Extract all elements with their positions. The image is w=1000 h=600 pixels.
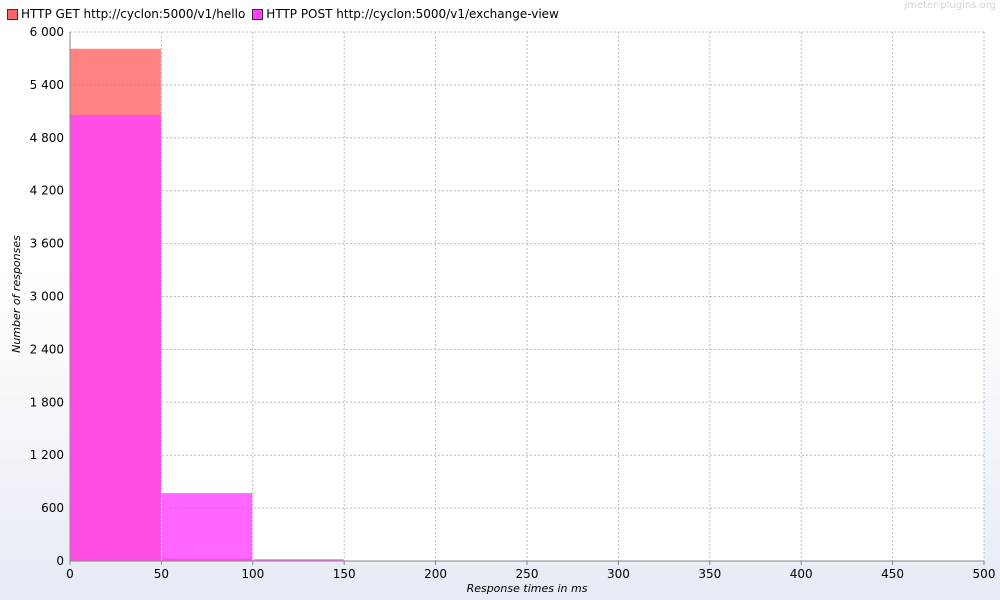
- x-axis-title: Response times in ms: [467, 582, 588, 595]
- x-tick-label: 500: [973, 567, 996, 581]
- axes-layer: [69, 32, 985, 565]
- legend-swatch-get: [7, 8, 18, 20]
- x-tick-label: 50: [154, 567, 169, 581]
- y-axis-title: Number of responses: [10, 235, 23, 353]
- y-tick-label: 5 400: [30, 78, 64, 92]
- y-tick-label: 1 200: [30, 448, 64, 462]
- x-tick-label: 100: [241, 567, 264, 581]
- y-tick-label: 2 400: [30, 342, 64, 356]
- x-tick-label: 350: [698, 567, 721, 581]
- y-tick-label: 3 000: [30, 290, 64, 304]
- watermark: jmeter-plugins.org: [904, 0, 996, 11]
- bar-series1-bin1: [161, 493, 253, 561]
- y-tick-label: 600: [41, 501, 64, 515]
- x-tick-label: 0: [66, 567, 74, 581]
- bars-layer: [70, 48, 344, 562]
- x-tick-label: 400: [790, 567, 813, 581]
- y-tick-label: 4 800: [30, 131, 64, 145]
- y-tick-label: 0: [56, 554, 64, 568]
- y-tick-label: 6 000: [30, 25, 64, 39]
- x-tick-label: 450: [881, 567, 904, 581]
- bar-series1-bin2: [253, 559, 344, 561]
- grid-layer: [70, 31, 985, 561]
- bar-series1-bin0: [70, 114, 161, 562]
- legend-item-post: HTTP POST http://cyclon:5000/v1/exchange…: [252, 7, 559, 21]
- legend-label-post: HTTP POST http://cyclon:5000/v1/exchange…: [266, 7, 559, 21]
- x-tick-label: 250: [516, 567, 539, 581]
- labels-layer: 0 600 1 200 1 800 2 400 3 000 3 600 4 200 4 800 5…: [30, 25, 996, 581]
- y-tick-label: 4 200: [30, 184, 64, 198]
- legend-label-get: HTTP GET http://cyclon:5000/v1/hello: [21, 7, 246, 21]
- legend: HTTP GET http://cyclon:5000/v1/hello HTT…: [7, 5, 566, 23]
- x-tick-label: 300: [607, 567, 630, 581]
- legend-swatch-post: [252, 8, 264, 20]
- y-tick-label: 3 600: [30, 237, 64, 251]
- x-tick-label: 150: [333, 567, 356, 581]
- x-tick-label: 200: [424, 567, 447, 581]
- y-tick-label: 1 800: [30, 395, 64, 409]
- legend-item-get: HTTP GET http://cyclon:5000/v1/hello: [7, 7, 245, 21]
